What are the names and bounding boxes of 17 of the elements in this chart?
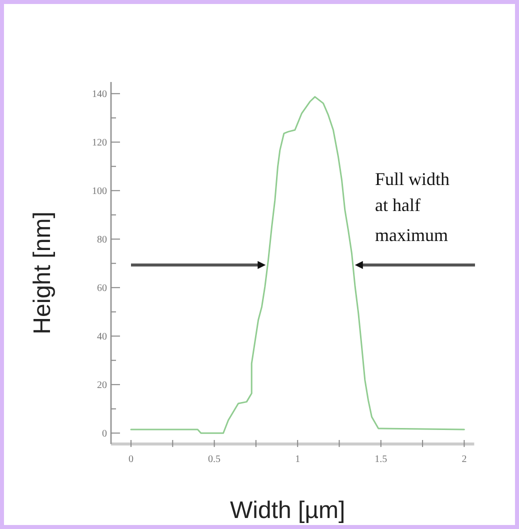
y-tick-label: 40 [97,332,108,343]
x-tick-label: 0 [128,454,134,465]
x-tick-label: 1.5 [374,454,388,465]
y-tick-label: 80 [97,234,108,246]
y-tick-label: 140 [92,89,108,100]
x-tick-label: 2 [462,454,467,465]
y-tick-label: 60 [97,283,108,294]
y-tick-label: 0 [102,428,108,440]
line-series [130,96,465,434]
x-tick-label: 1 [295,454,300,465]
annotation: Full width at half maximum [375,168,450,245]
y-tick-label: 100 [92,186,108,198]
y-tick-label: 20 [97,380,108,392]
x-tick-label: 0.5 [208,454,221,465]
x-axis-title: Width [µm] [230,497,346,524]
y-axis-title: Height [nm] [29,212,56,334]
y-tick-label: 120 [92,138,108,149]
